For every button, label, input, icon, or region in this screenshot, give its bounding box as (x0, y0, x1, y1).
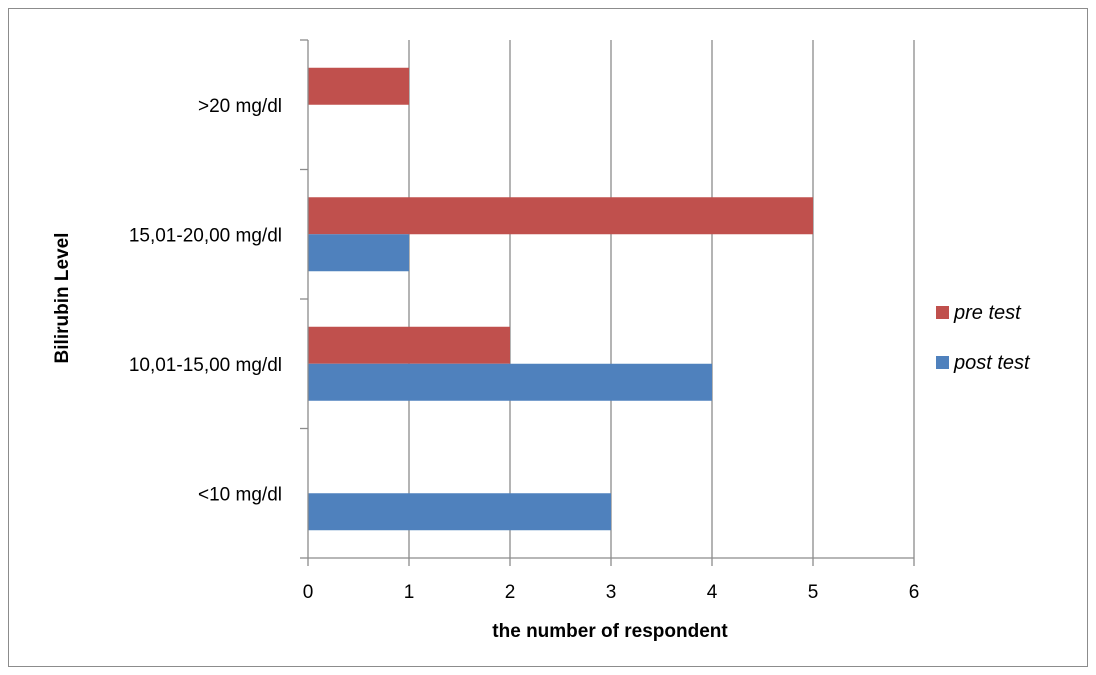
y-tick-label: 15,01-20,00 mg/dl (129, 225, 282, 246)
bar-post-test (308, 234, 409, 272)
x-tick-label: 0 (303, 582, 314, 603)
legend-swatch-post-test (936, 356, 949, 369)
bar-post-test (308, 363, 712, 401)
chart-frame (8, 8, 1088, 667)
y-axis-title: Bilirubin Level (52, 233, 73, 364)
y-tick-label: >20 mg/dl (198, 96, 282, 117)
x-tick-label: 1 (404, 582, 415, 603)
bar-pre-test (308, 197, 813, 235)
y-tick-labels: <10 mg/dl 10,01-15,00 mg/dl 15,01-20,00 mg… (129, 96, 282, 506)
y-tick-label: 10,01-15,00 mg/dl (129, 355, 282, 376)
legend-label-pre-test: pre test (953, 302, 1022, 324)
y-tick-label: <10 mg/dl (198, 484, 282, 505)
legend: pre test post test (936, 302, 1031, 374)
x-tick-label: 5 (808, 582, 819, 603)
axes (300, 39, 915, 566)
x-tick-label: 6 (909, 582, 920, 603)
x-tick-label: 4 (707, 582, 718, 603)
gridlines (408, 40, 915, 558)
bar-post-test (308, 493, 611, 531)
bars (308, 67, 813, 531)
legend-swatch-pre-test (936, 306, 949, 319)
bar-pre-test (308, 326, 510, 364)
x-tick-labels: 0 1 2 3 4 5 6 (303, 582, 920, 603)
x-tick-label: 3 (606, 582, 617, 603)
x-axis-title: the number of respondent (492, 621, 728, 642)
bar-pre-test (308, 67, 409, 105)
x-tick-label: 2 (505, 582, 516, 603)
legend-label-post-test: post test (953, 352, 1031, 374)
